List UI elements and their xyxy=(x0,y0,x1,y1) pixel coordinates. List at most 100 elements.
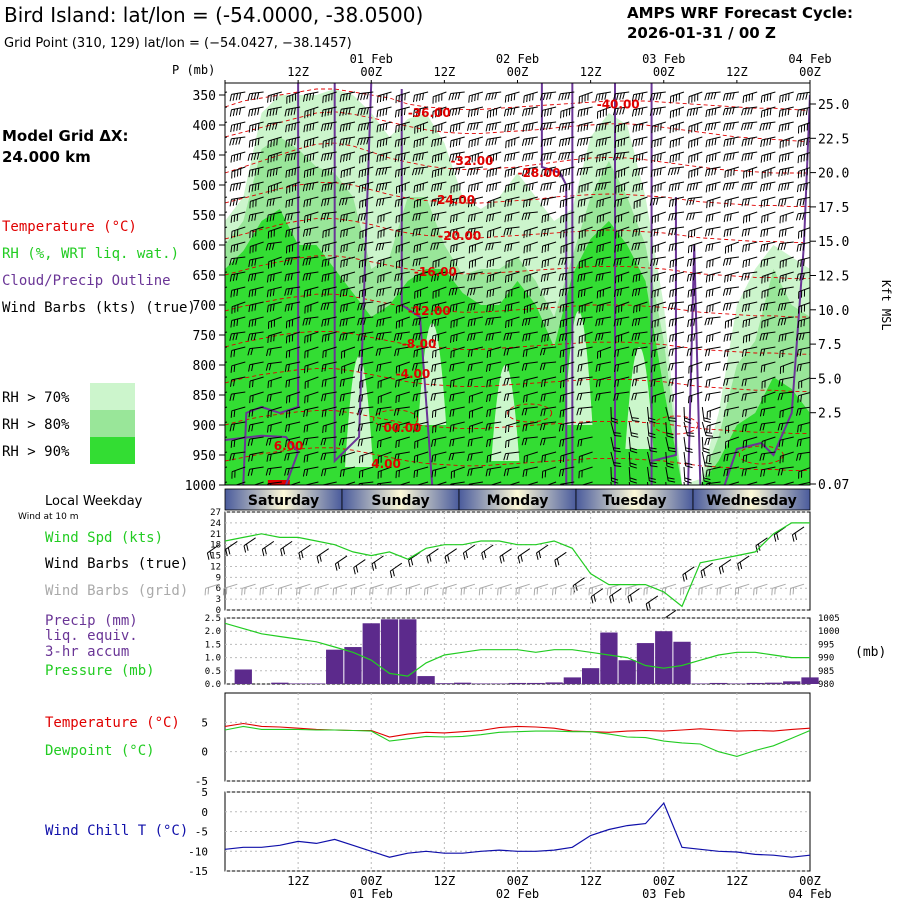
wind-barb xyxy=(486,286,502,298)
legend-precip-3: 3-hr accum xyxy=(45,644,129,660)
pressure-unit: (mb) xyxy=(855,645,886,660)
wind-barb-grid xyxy=(442,583,457,596)
wind-barb xyxy=(779,211,794,224)
wind-barb xyxy=(467,106,484,118)
wind-barb xyxy=(796,196,810,207)
wind-barb xyxy=(266,391,282,403)
wind-barb xyxy=(339,211,356,223)
wind-barb xyxy=(631,241,648,251)
wind-barb xyxy=(340,451,356,464)
wind-barb xyxy=(577,106,593,118)
wind-barb xyxy=(302,256,319,266)
wind-barb xyxy=(778,106,794,118)
precip-bar xyxy=(728,683,746,684)
wind-barb xyxy=(798,287,810,299)
wind-barb xyxy=(760,106,776,118)
wind-barb xyxy=(541,211,557,223)
wind-barb xyxy=(357,361,374,372)
wind-barb xyxy=(742,241,758,253)
wind-barb xyxy=(686,211,703,221)
wind-barb xyxy=(230,151,246,163)
wind-barb xyxy=(285,436,301,448)
wind-barb xyxy=(669,286,685,298)
wind-barb xyxy=(614,346,630,358)
wind-barb xyxy=(376,286,392,297)
p-tick-label: 600 xyxy=(193,239,216,254)
wind-barb xyxy=(248,121,264,133)
pressure-tick-label: 980 xyxy=(818,680,834,690)
wind-barb xyxy=(375,181,392,192)
wind-chill-panel: -15 -10 -5 0 5 xyxy=(188,786,810,878)
wind-barb xyxy=(541,316,557,328)
wind-barb xyxy=(303,151,319,163)
rh70-label: RH > 70% xyxy=(2,390,70,406)
wind-barb xyxy=(669,136,685,149)
wind-barb xyxy=(229,181,246,192)
wind-barb xyxy=(339,316,356,327)
wind-barb xyxy=(559,361,575,374)
wind-barb xyxy=(706,421,721,434)
bottom-hour-label: 00Z xyxy=(653,874,675,888)
wind-barb xyxy=(779,136,794,149)
wind-barb xyxy=(267,421,282,433)
precip-bar xyxy=(344,647,362,684)
wind-barb xyxy=(761,376,776,389)
wind-barb xyxy=(614,241,630,253)
wind-barb xyxy=(741,376,758,387)
wind-barb xyxy=(322,346,337,359)
forecast-cycle-value: 2026-01-31 / 00 Z xyxy=(627,24,776,42)
wind-barb xyxy=(704,391,721,402)
wind-barb xyxy=(413,136,429,148)
wind-barb xyxy=(706,406,721,419)
wind-barb xyxy=(431,406,447,418)
wind-barb xyxy=(683,421,695,437)
precip-bar xyxy=(581,668,600,684)
wind-barb xyxy=(503,466,520,477)
wind-barb xyxy=(376,121,392,133)
wind-barb xyxy=(595,136,612,147)
wind-barb xyxy=(760,466,776,477)
wind-barb xyxy=(761,436,776,449)
wind-barb xyxy=(375,166,392,176)
wind-barb xyxy=(413,91,429,103)
wind-barb-grid xyxy=(241,583,256,596)
wind-barb xyxy=(377,211,392,224)
precip-tick-label: 2.5 xyxy=(205,614,221,624)
wind-barb xyxy=(486,301,502,313)
wind-barb xyxy=(450,241,465,253)
wind-barb xyxy=(795,331,810,341)
precip-bar xyxy=(234,669,252,684)
wind-barb xyxy=(521,361,538,371)
wind-barb xyxy=(321,316,337,327)
wind-barb xyxy=(230,241,246,253)
wind-barb xyxy=(743,166,758,179)
wind-barb xyxy=(505,256,520,269)
wind-barb xyxy=(395,241,410,254)
wind-barb xyxy=(321,271,337,283)
precip-bar xyxy=(563,677,581,684)
bottom-hour-label: 00Z xyxy=(507,874,529,888)
wind-barb xyxy=(357,421,374,432)
top-date-label: 04 Feb xyxy=(788,52,831,66)
wind-barb xyxy=(523,391,538,403)
precip-bar xyxy=(636,643,655,684)
wind-barb xyxy=(669,91,685,104)
wind-barb xyxy=(760,256,776,268)
wind-barb xyxy=(375,421,392,432)
wind-barb-true xyxy=(261,540,275,557)
wind-barb-true xyxy=(536,544,549,560)
wind-barb xyxy=(322,226,337,239)
wind-barb xyxy=(357,121,374,132)
wind-barb-grid xyxy=(771,583,786,596)
wind-barb xyxy=(705,166,721,177)
wind-barb xyxy=(523,241,538,254)
wind-barb xyxy=(722,91,739,101)
wind-barb xyxy=(285,421,301,433)
wind-barb xyxy=(559,316,575,328)
wind-barb xyxy=(486,106,502,119)
wind-barb xyxy=(248,181,264,193)
wind-barb xyxy=(688,166,703,179)
wind-barb-true xyxy=(481,544,494,560)
wind-barb xyxy=(468,256,484,269)
wind-barb xyxy=(522,151,538,162)
